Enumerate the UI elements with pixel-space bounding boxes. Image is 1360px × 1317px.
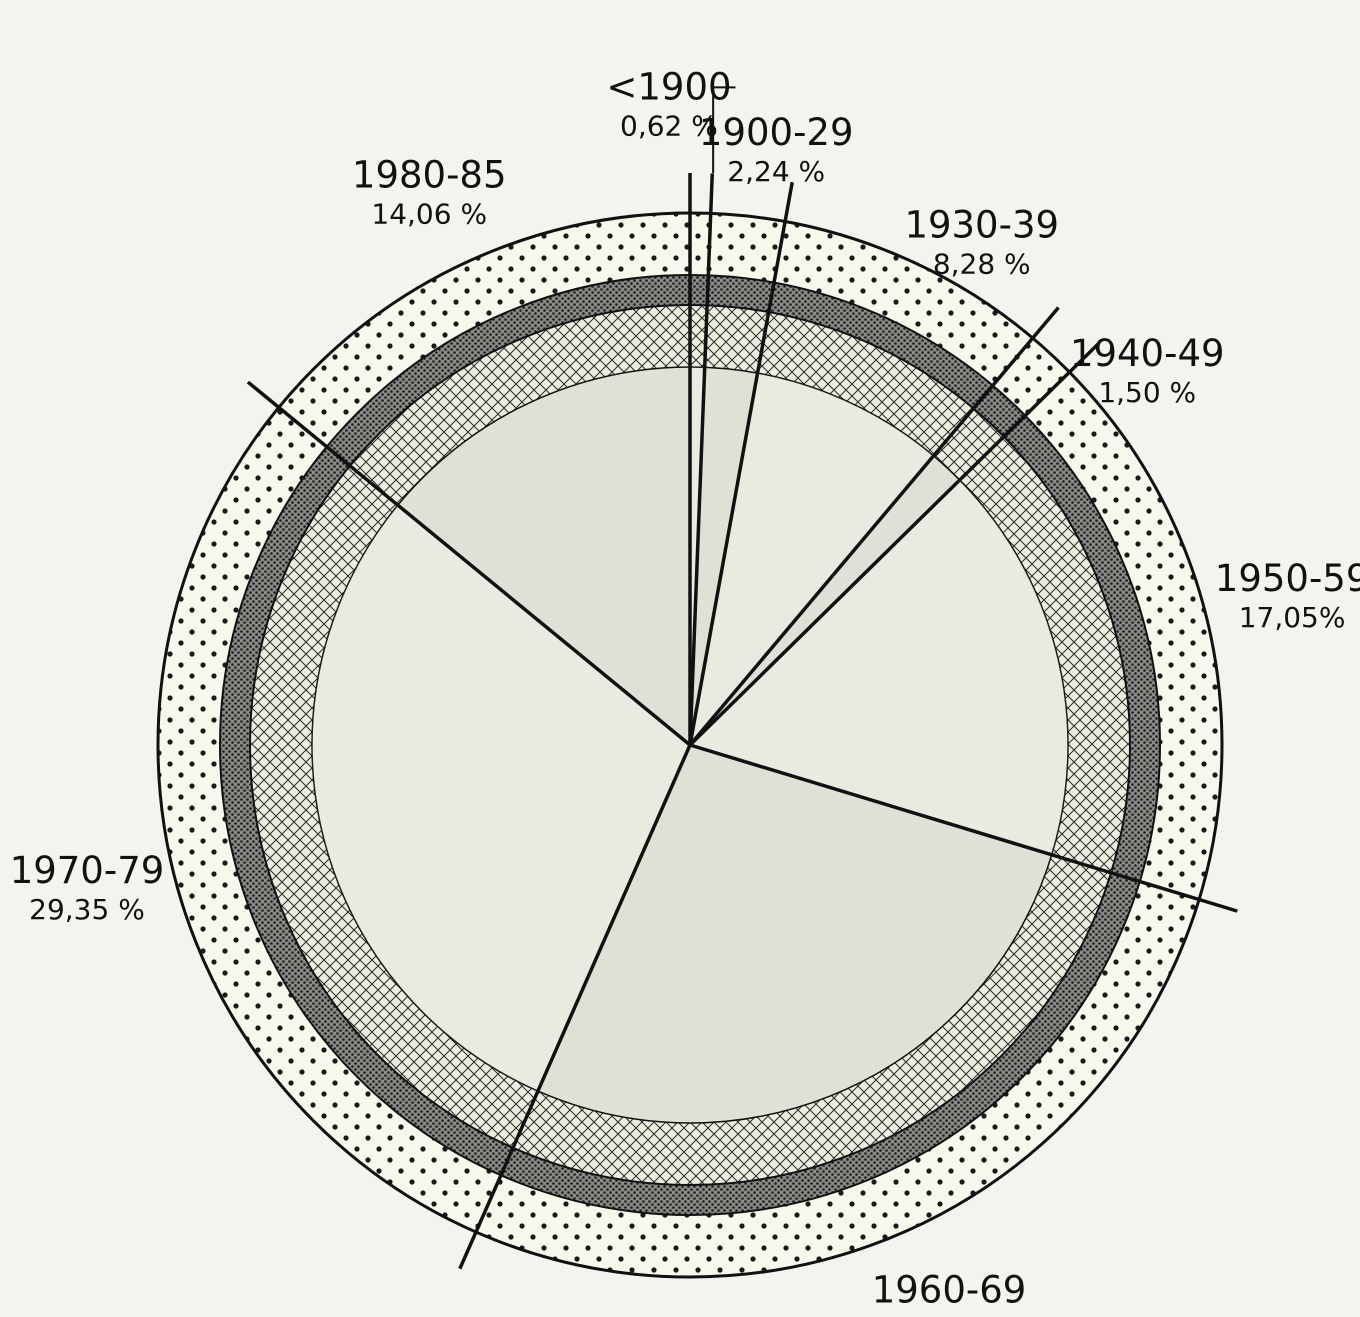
- slice-boundary-3: [688, 181, 794, 746]
- slice-boundary-6: [689, 743, 1238, 913]
- slice-label-3: 1930-398,28 %: [904, 204, 1059, 281]
- slice-period-label: <1900: [606, 65, 731, 108]
- slice-period-label: 1950-59: [1215, 557, 1360, 600]
- slice-percent-label: 1,50 %: [1098, 376, 1196, 409]
- pie-slice-7: [312, 505, 690, 1092]
- slice-period-label: 1960-69: [872, 1268, 1027, 1311]
- slice-percent-label: 8,28 %: [933, 248, 1031, 281]
- slice-period-label: 1930-39: [904, 204, 1059, 247]
- pie-slice-3: [690, 373, 934, 745]
- slice-percent-label: 0,62 %: [620, 109, 718, 142]
- slice-boundary-4: [688, 306, 1060, 747]
- pie-slice-5: [690, 480, 1068, 855]
- slice-percent-label: 14,06 %: [371, 198, 487, 231]
- slice-percent-label: 29,35 %: [29, 893, 145, 926]
- slice-period-label: 1970-79: [10, 849, 165, 892]
- slice-percent-label: 17,05%: [1239, 601, 1346, 634]
- slice-boundary-lines: [246, 173, 1238, 1270]
- slice-percent-label: 26,90 %: [891, 1312, 1007, 1317]
- leader-line-first-slice: [712, 86, 736, 174]
- slice-percent-label: 2,24 %: [727, 155, 825, 188]
- slice-period-label: 1900-29: [699, 111, 854, 154]
- slice-period-label: 1940-49: [1070, 332, 1225, 375]
- slice-label-6: 1960-6926,90 %: [872, 1268, 1027, 1317]
- slice-boundary-2: [688, 173, 715, 746]
- slice-boundary-5: [688, 342, 1100, 747]
- slice-label-2: 1900-292,24 %: [699, 111, 854, 188]
- pie-slices: [312, 367, 1068, 1092]
- slice-boundary-8: [246, 380, 692, 747]
- slice-label-4: 1940-491,50 %: [1070, 332, 1225, 409]
- slice-period-label: 1980-85: [352, 154, 507, 197]
- slice-boundary-7: [458, 744, 692, 1270]
